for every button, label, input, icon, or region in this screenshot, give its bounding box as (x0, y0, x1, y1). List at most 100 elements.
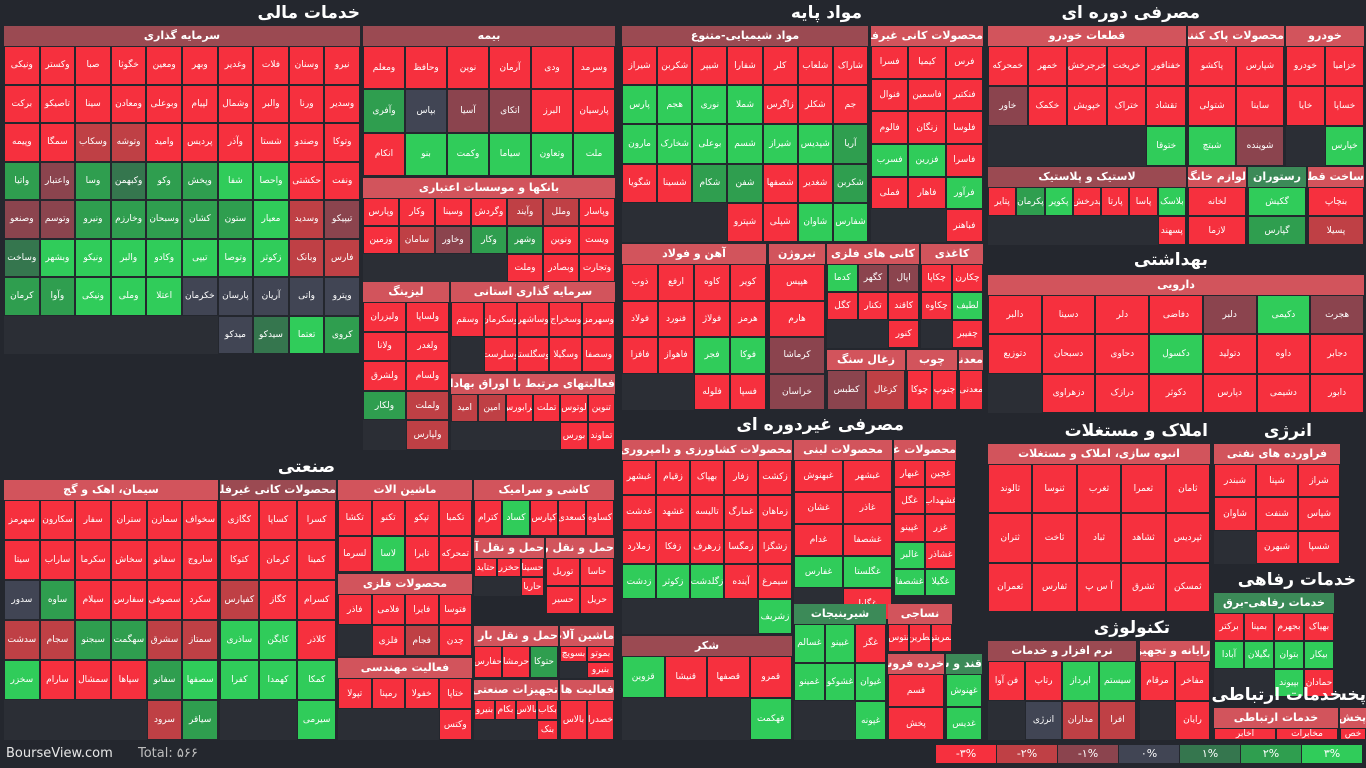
symbol-tile[interactable]: فنکتیر (945, 78, 983, 112)
industry-block[interactable]: فعالیت مهندسی ختاپا خفولا رمپنا تپولا وکتس (338, 658, 472, 740)
industry-header[interactable]: زغال سنگ (827, 350, 905, 371)
symbol-tile[interactable]: ثالوند (988, 464, 1033, 514)
symbol-tile[interactable]: وساشهر (516, 302, 550, 337)
sector-title[interactable]: مصرفی غیردوره ای (736, 415, 904, 435)
symbol-tile[interactable]: چوکا (907, 370, 932, 410)
symbol-tile[interactable]: بیکار (1304, 641, 1334, 669)
symbol-tile[interactable]: زشگزا (758, 529, 792, 565)
industry-block[interactable]: لوازم خانگیلخانهلازما (1188, 167, 1246, 245)
symbol-tile[interactable]: فملی (871, 176, 909, 210)
industry-header[interactable]: محصولات کانی غیرفلزی (220, 480, 336, 501)
industry-header[interactable]: کانی های فلزی (827, 244, 919, 265)
symbol-tile[interactable]: خراسان (769, 373, 825, 410)
symbol-tile[interactable]: غالبر (894, 541, 925, 569)
symbol-tile[interactable]: تیپیکو (324, 200, 360, 239)
symbol-tile[interactable]: غگل (894, 487, 925, 515)
industry-header[interactable]: لوازم خانگی (1188, 167, 1246, 188)
symbol-tile[interactable]: ارفع (658, 264, 694, 301)
symbol-tile[interactable]: وتعاون (531, 132, 573, 176)
symbol-tile[interactable]: کایگن (258, 620, 298, 660)
symbol-tile[interactable]: وبانک (288, 238, 325, 277)
symbol-tile[interactable]: کهمدا (258, 660, 298, 700)
symbol-tile[interactable]: ورنا (288, 84, 325, 123)
symbol-tile[interactable]: کگاز (258, 580, 298, 620)
symbol-tile[interactable]: غدام (794, 524, 843, 556)
industry-header[interactable]: محصولات پاک کننده (1188, 26, 1284, 47)
symbol-tile[interactable]: وسدیر (324, 84, 360, 123)
symbol-tile[interactable]: وکمت (447, 132, 489, 176)
industry-header[interactable]: بیمه (363, 26, 615, 47)
symbol-tile[interactable]: کطبس (827, 370, 866, 410)
symbol-tile[interactable]: آسیا (447, 89, 489, 133)
symbol-tile[interactable]: سصوفی (146, 580, 183, 620)
symbol-tile[interactable]: زشریف (758, 599, 792, 634)
symbol-tile[interactable]: حاسا (580, 558, 614, 586)
symbol-tile[interactable]: غفارس (794, 556, 843, 588)
symbol-tile[interactable]: وپارس (363, 198, 399, 226)
industry-block[interactable]: تجهیزات صنعتی بکاب بالاس بکام بنیرو بنک (474, 680, 558, 740)
symbol-tile[interactable]: کپارس (530, 500, 558, 536)
symbol-tile[interactable]: شپترو (727, 202, 763, 242)
symbol-tile[interactable]: فجر (694, 337, 730, 374)
symbol-tile[interactable]: ثشاهد (1121, 513, 1166, 563)
symbol-tile[interactable]: دشیمی (1256, 373, 1311, 413)
symbol-tile[interactable]: زفکا (656, 529, 690, 565)
industry-block[interactable]: زغال سنگ کزغال کطبس (827, 350, 905, 410)
symbol-tile[interactable]: وصنعو (4, 200, 40, 239)
industry-block[interactable]: بیمه وسرمد ودی آرمان نوین وحافظ ومعلم پارسیان ال… (363, 26, 615, 176)
symbol-tile[interactable]: والبر (110, 238, 147, 277)
symbol-tile[interactable]: شپنا (1256, 464, 1298, 498)
symbol-tile[interactable]: رمپنا (371, 678, 405, 709)
symbol-tile[interactable]: پکرمان (1016, 187, 1045, 216)
symbol-tile[interactable]: فجام (405, 625, 439, 656)
symbol-tile[interactable]: شگویا (622, 163, 658, 203)
industry-block[interactable]: فعالیتهای مرتبط با اوراق بهادار تنوین لوتو… (451, 374, 615, 450)
symbol-tile[interactable]: درازک (1095, 373, 1150, 413)
symbol-tile[interactable]: سیمرغ (758, 564, 792, 600)
symbol-tile[interactable]: پردیس (182, 123, 218, 162)
symbol-tile[interactable]: وشهر (507, 226, 543, 254)
industry-block[interactable]: آهن و فولاد کویر کاوه ارفع ذوب هرمز فولاژ فنورد… (622, 244, 766, 410)
symbol-tile[interactable]: تالیسه (690, 494, 724, 530)
symbol-tile[interactable]: وشمال (217, 84, 254, 123)
symbol-tile[interactable]: زماهان (758, 494, 792, 530)
symbol-tile[interactable]: ولغدر (406, 331, 449, 362)
industry-block[interactable]: ماشین الات تکمبا تپکو تکنو تکشا تمحرکه تایرا لا… (338, 480, 472, 572)
symbol-tile[interactable]: غشصفا (843, 524, 892, 556)
symbol-tile[interactable]: غهنوش (946, 674, 982, 707)
industry-block[interactable]: محصولات فلزی فتوسا فایرا فلامی فاذر چدن فجام فل… (338, 574, 472, 656)
symbol-tile[interactable]: بپیوند (1274, 669, 1304, 697)
symbol-tile[interactable]: شغدیر (797, 163, 833, 203)
industry-header[interactable]: حمل و نقل آبی و کشتیرانی (474, 538, 544, 559)
symbol-tile[interactable]: بهپاک (1304, 613, 1334, 641)
symbol-tile[interactable]: سکرما (75, 540, 111, 580)
symbol-tile[interactable]: بسویچ (560, 646, 587, 662)
industry-header[interactable]: فعالیت مهندسی (338, 658, 472, 679)
symbol-tile[interactable]: سیدکو (253, 315, 289, 354)
symbol-tile[interactable]: تکنار (857, 292, 889, 320)
symbol-tile[interactable]: فلوله (694, 373, 730, 410)
symbol-tile[interactable]: شنفت (1256, 497, 1298, 531)
industry-header[interactable]: کاشی و سرامیک (474, 480, 614, 501)
symbol-tile[interactable]: سیرمی (297, 700, 336, 740)
industry-block[interactable]: سرمایه گذاری نیرو وسنان فلات وغدیر وبهر ومعین خ… (4, 26, 360, 354)
brand-link[interactable]: BourseView.com (6, 746, 113, 761)
symbol-tile[interactable]: برکت (4, 84, 40, 123)
symbol-tile[interactable]: دحاوی (1095, 334, 1150, 374)
symbol-tile[interactable]: شکربن (657, 46, 693, 86)
symbol-tile[interactable]: خودرو (1286, 46, 1325, 86)
symbol-tile[interactable]: فاسمین (908, 78, 946, 112)
symbol-tile[interactable]: غدشت (622, 494, 656, 530)
symbol-tile[interactable]: فزرین (908, 144, 946, 177)
sector-title[interactable]: پخش (1340, 685, 1366, 705)
symbol-tile[interactable]: شلعاب (797, 46, 833, 86)
symbol-tile[interactable]: وکستر (39, 46, 76, 85)
symbol-tile[interactable]: دکوثر (1149, 373, 1203, 413)
symbol-tile[interactable]: زملارد (622, 529, 656, 565)
symbol-tile[interactable]: وسرمد (573, 46, 615, 90)
symbol-tile[interactable]: بنیرو (587, 662, 614, 678)
symbol-tile[interactable]: سفارس (111, 580, 147, 620)
industry-block[interactable]: دارویی هجرت دکیمی دلبر دفاضی دلر دسینا دالبر دجا… (988, 275, 1364, 413)
symbol-tile[interactable]: سدور (4, 580, 40, 620)
industry-block[interactable]: معدنیمعدنی (959, 350, 983, 410)
